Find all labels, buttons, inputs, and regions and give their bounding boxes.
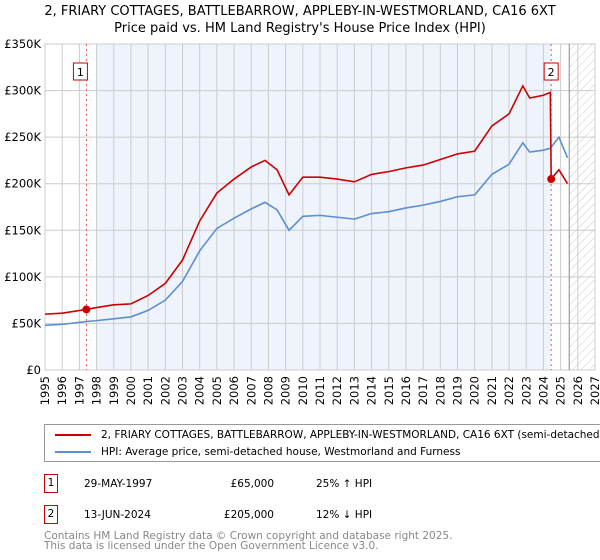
y-tick-label: £100K xyxy=(4,270,41,284)
sale-price: £205,000 xyxy=(223,508,274,521)
x-tick-label: 2000 xyxy=(124,376,138,405)
sale-label-box xyxy=(543,62,559,81)
legend-swatch-red xyxy=(55,434,91,436)
sale-marker-box: 2 xyxy=(44,505,58,524)
x-tick-label: 2016 xyxy=(399,376,413,405)
legend-item-hpi: HPI: Average price, semi-detached house,… xyxy=(55,446,460,458)
x-tick-label: 2008 xyxy=(261,376,275,405)
x-tick-label: 2026 xyxy=(571,376,585,405)
x-tick-label: 1996 xyxy=(55,376,69,405)
legend-swatch-blue xyxy=(55,451,91,453)
x-tick-label: 2006 xyxy=(227,376,241,405)
sale-label: 1 xyxy=(77,66,84,79)
sale-point xyxy=(82,305,91,314)
x-tick-label: 2009 xyxy=(279,376,293,405)
x-tick-label: 1997 xyxy=(72,376,86,405)
legend-label: 2, FRIARY COTTAGES, BATTLEBARROW, APPLEB… xyxy=(101,429,600,441)
sale-price: £65,000 xyxy=(230,477,274,490)
x-tick-label: 2005 xyxy=(210,376,224,405)
sale-date: 13-JUN-2024 xyxy=(84,508,151,521)
subtitle-line: Price paid vs. HM Land Registry's House … xyxy=(114,21,486,36)
legend-item-property: 2, FRIARY COTTAGES, BATTLEBARROW, APPLEB… xyxy=(55,429,600,441)
x-tick-label: 2027 xyxy=(588,376,600,405)
property-price-line xyxy=(44,84,569,315)
x-tick-label: 2024 xyxy=(536,376,550,405)
sale-hpi-diff: 12% ↓ HPI xyxy=(316,508,373,521)
x-tick-label: 2022 xyxy=(502,376,516,405)
x-tick-label: 2018 xyxy=(433,376,447,405)
sale-hpi-diff: 25% ↑ HPI xyxy=(316,477,373,490)
x-tick-label: 2014 xyxy=(365,376,379,405)
sale-date: 29-MAY-1997 xyxy=(84,477,153,490)
y-tick-label: £300K xyxy=(4,84,41,98)
shaded-region xyxy=(96,44,552,370)
x-tick-label: 2015 xyxy=(382,376,396,405)
x-tick-label: 2017 xyxy=(416,376,430,405)
y-tick-label: £50K xyxy=(12,316,42,330)
y-tick-label: £200K xyxy=(4,177,41,191)
x-tick-label: 2007 xyxy=(244,376,258,405)
x-tick-label: 2010 xyxy=(296,376,310,405)
x-tick-label: 1998 xyxy=(90,376,104,405)
chart-title: 2, FRIARY COTTAGES, BATTLEBARROW, APPLEB… xyxy=(0,3,600,37)
x-tick-label: 2020 xyxy=(468,376,482,405)
sale-point xyxy=(547,175,556,184)
forecast-hatch xyxy=(569,44,595,370)
y-tick-label: £250K xyxy=(4,130,41,144)
sale-marker-box: 1 xyxy=(44,474,58,493)
x-tick-label: 2002 xyxy=(158,376,172,405)
footer-line: Contains HM Land Registry data © Crown c… xyxy=(44,530,453,542)
sale-row-1: 1 29-MAY-1997 £65,000 25% ↑ HPI xyxy=(44,474,372,493)
x-tick-label: 2011 xyxy=(313,376,327,405)
footer-line: This data is licensed under the Open Gov… xyxy=(44,540,379,552)
x-tick-label: 2003 xyxy=(176,376,190,405)
x-tick-label: 2012 xyxy=(330,376,344,405)
x-tick-label: 2004 xyxy=(193,376,207,405)
footer: Contains HM Land Registry data © Crown c… xyxy=(44,530,453,552)
x-tick-label: 2013 xyxy=(347,376,361,405)
title-line: 2, FRIARY COTTAGES, BATTLEBARROW, APPLEB… xyxy=(44,4,556,19)
hpi-line xyxy=(44,135,569,327)
x-tick-label: 2019 xyxy=(451,376,465,405)
x-tick-label: 1995 xyxy=(38,376,52,405)
sale-row-2: 2 13-JUN-2024 £205,000 12% ↓ HPI xyxy=(44,505,372,524)
x-tick-label: 2023 xyxy=(519,376,533,405)
x-tick-label: 1999 xyxy=(107,376,121,405)
legend: 2, FRIARY COTTAGES, BATTLEBARROW, APPLEB… xyxy=(44,424,600,462)
y-tick-label: £350K xyxy=(4,37,41,51)
y-tick-label: £0 xyxy=(26,363,41,377)
sale-label-box xyxy=(72,62,88,81)
y-tick-label: £150K xyxy=(4,223,41,237)
x-tick-label: 2025 xyxy=(554,376,568,405)
sale-label: 2 xyxy=(548,66,555,79)
x-tick-label: 2021 xyxy=(485,376,499,405)
plot-border xyxy=(44,43,596,371)
x-tick-label: 2001 xyxy=(141,376,155,405)
legend-label: HPI: Average price, semi-detached house,… xyxy=(101,446,461,458)
plot-area: 1995 1996 1997 1998 1999 2000 2001 2002 2003 2004… xyxy=(4,37,600,405)
